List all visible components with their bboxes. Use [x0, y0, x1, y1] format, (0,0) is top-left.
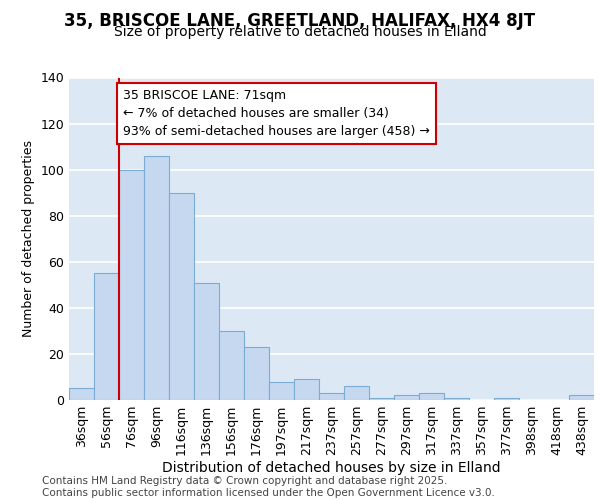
Text: Size of property relative to detached houses in Elland: Size of property relative to detached ho… [113, 25, 487, 39]
Bar [194, 282, 219, 400]
Text: 35, BRISCOE LANE, GREETLAND, HALIFAX, HX4 8JT: 35, BRISCOE LANE, GREETLAND, HALIFAX, HX… [64, 12, 536, 30]
Bar [219, 331, 244, 400]
Text: Contains HM Land Registry data © Crown copyright and database right 2025.
Contai: Contains HM Land Registry data © Crown c… [42, 476, 495, 498]
Bar [94, 274, 119, 400]
Bar [244, 347, 269, 400]
Bar [344, 386, 369, 400]
Bar [169, 192, 194, 400]
Y-axis label: Number of detached properties: Number of detached properties [22, 140, 35, 337]
Bar [269, 382, 294, 400]
Bar [494, 398, 519, 400]
Bar [69, 388, 94, 400]
Bar [394, 396, 419, 400]
Bar [444, 398, 469, 400]
Bar [144, 156, 169, 400]
X-axis label: Distribution of detached houses by size in Elland: Distribution of detached houses by size … [162, 461, 501, 475]
Bar [119, 170, 144, 400]
Bar [319, 393, 344, 400]
Bar [369, 398, 394, 400]
Bar [419, 393, 444, 400]
Bar [294, 380, 319, 400]
Text: 35 BRISCOE LANE: 71sqm
← 7% of detached houses are smaller (34)
93% of semi-deta: 35 BRISCOE LANE: 71sqm ← 7% of detached … [123, 89, 430, 138]
Bar [569, 396, 594, 400]
